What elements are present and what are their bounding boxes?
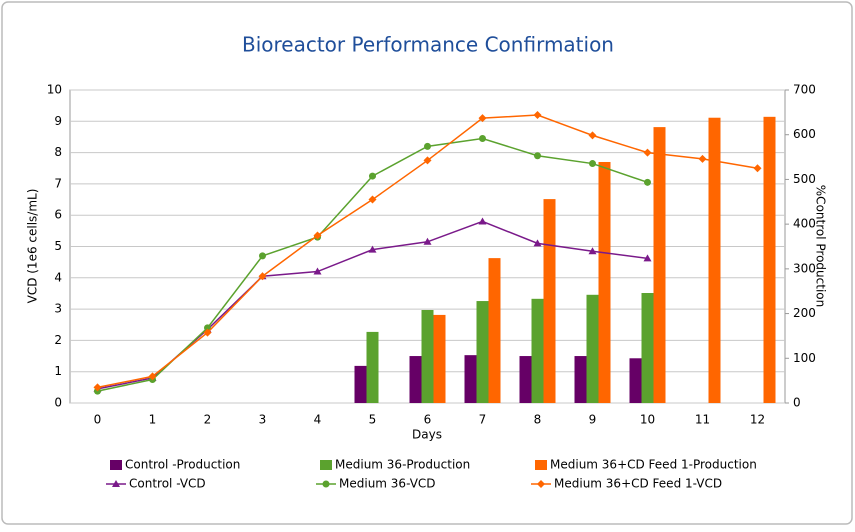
line-marker xyxy=(148,372,157,381)
bar xyxy=(464,355,477,403)
line-marker xyxy=(368,245,377,253)
bar xyxy=(409,356,422,403)
bar xyxy=(641,293,654,403)
line-marker xyxy=(534,152,541,160)
legend-swatch xyxy=(320,460,332,470)
bar xyxy=(433,314,446,403)
line-marker xyxy=(423,237,432,245)
legend-marker xyxy=(322,480,330,488)
y-tick-label: 10 xyxy=(47,83,62,97)
line-marker xyxy=(313,231,322,240)
line-marker xyxy=(93,383,102,392)
y2-tick-label: 400 xyxy=(793,217,816,231)
line-marker xyxy=(588,131,597,140)
x-tick-label: 5 xyxy=(369,413,377,427)
y2-tick-label: 700 xyxy=(793,83,816,97)
line-marker xyxy=(478,114,487,123)
bar xyxy=(574,356,587,403)
y2-tick-label: 0 xyxy=(793,396,801,410)
x-tick-label: 3 xyxy=(259,413,267,427)
line-marker xyxy=(753,164,762,173)
y2-axis-label: %Control Production xyxy=(814,185,828,307)
line-marker xyxy=(368,195,377,204)
line-marker xyxy=(698,154,707,163)
x-tick-label: 6 xyxy=(424,413,432,427)
legend-label: Medium 36-VCD xyxy=(339,477,436,491)
y2-tick-label: 500 xyxy=(793,172,816,186)
bar xyxy=(531,298,544,403)
x-tick-label: 9 xyxy=(589,413,597,427)
line-marker xyxy=(589,160,596,168)
legend-swatch xyxy=(535,460,547,470)
bar xyxy=(476,301,489,403)
bar xyxy=(543,199,556,403)
x-tick-label: 10 xyxy=(640,413,655,427)
bar xyxy=(488,258,501,403)
y2-tick-label: 300 xyxy=(793,261,816,275)
line-marker xyxy=(644,178,651,186)
bar xyxy=(366,331,379,403)
line-marker xyxy=(588,247,597,255)
bar xyxy=(354,365,367,403)
y-tick-label: 2 xyxy=(54,333,62,347)
bar xyxy=(629,358,642,403)
line-marker xyxy=(423,156,432,165)
legend-label: Control -Production xyxy=(125,458,240,472)
line-marker xyxy=(313,267,322,275)
line-marker xyxy=(643,148,652,157)
y-tick-label: 3 xyxy=(54,302,62,316)
y-tick-label: 6 xyxy=(54,208,62,222)
bar xyxy=(421,309,434,403)
bar xyxy=(763,116,776,403)
y-tick-label: 1 xyxy=(54,364,62,378)
line-marker xyxy=(258,272,267,281)
bar xyxy=(653,127,666,403)
legend-marker xyxy=(112,480,120,487)
legend-marker xyxy=(537,480,545,488)
line-marker xyxy=(643,254,652,262)
legend-label: Medium 36-Production xyxy=(335,458,470,472)
y-axis-label: VCD (1e6 cells/mL) xyxy=(26,189,40,304)
x-tick-label: 1 xyxy=(149,413,157,427)
x-tick-label: 11 xyxy=(695,413,710,427)
y-tick-label: 4 xyxy=(54,270,62,284)
y-tick-label: 0 xyxy=(54,396,62,410)
line-marker xyxy=(533,239,542,247)
y-tick-label: 8 xyxy=(54,145,62,159)
y2-tick-label: 600 xyxy=(793,127,816,141)
y-tick-label: 9 xyxy=(54,114,62,128)
y-tick-label: 7 xyxy=(54,176,62,190)
bar xyxy=(519,356,532,403)
line-marker xyxy=(369,172,376,180)
y2-tick-label: 200 xyxy=(793,306,816,320)
line-marker xyxy=(204,324,211,332)
y-tick-label: 5 xyxy=(54,239,62,253)
x-tick-label: 2 xyxy=(204,413,212,427)
legend-label: Medium 36+CD Feed 1-VCD xyxy=(554,477,722,491)
line-marker xyxy=(203,328,212,337)
x-tick-label: 4 xyxy=(314,413,322,427)
x-tick-label: 0 xyxy=(94,413,102,427)
bar xyxy=(708,117,721,404)
chart-title: Bioreactor Performance Confirmation xyxy=(242,33,614,57)
legend-swatch xyxy=(110,460,122,470)
x-tick-label: 8 xyxy=(534,413,542,427)
line-marker xyxy=(424,142,431,150)
line-marker xyxy=(479,135,486,143)
y2-tick-label: 100 xyxy=(793,351,816,365)
x-tick-label: 12 xyxy=(750,413,765,427)
bar xyxy=(598,161,611,403)
bar xyxy=(586,294,599,403)
x-tick-label: 7 xyxy=(479,413,487,427)
line-marker xyxy=(478,217,487,225)
x-axis-label: Days xyxy=(412,428,442,442)
line-marker xyxy=(259,252,266,260)
legend-label: Control -VCD xyxy=(129,477,206,491)
legend-label: Medium 36+CD Feed 1-Production xyxy=(550,458,757,472)
line-marker xyxy=(533,111,542,120)
